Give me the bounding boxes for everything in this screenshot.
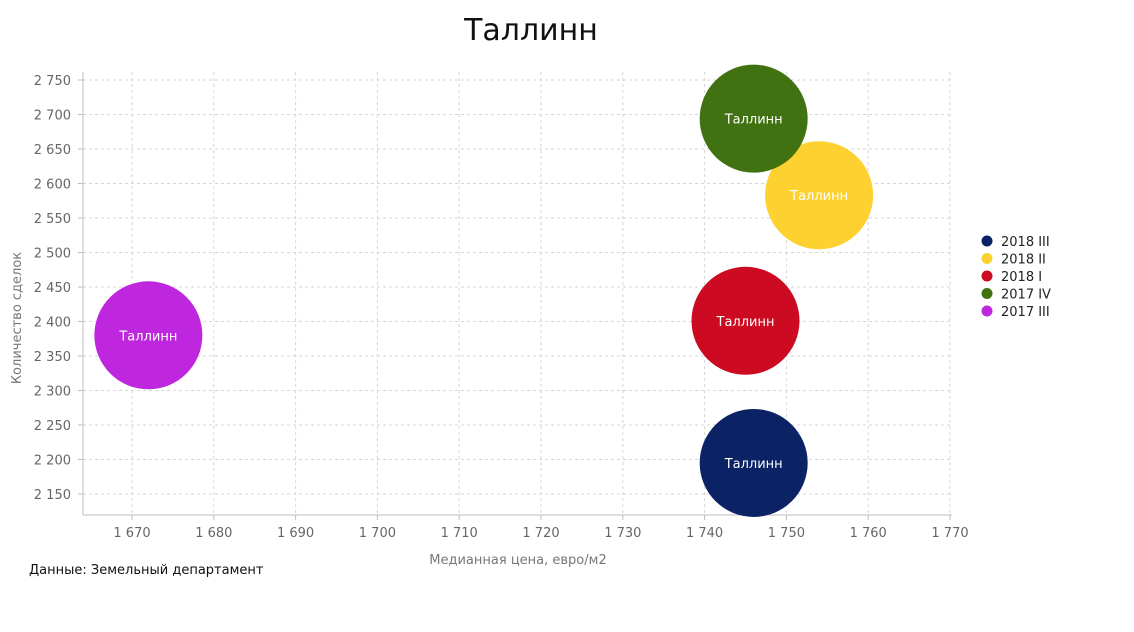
legend-item[interactable]: 2018 III: [1001, 235, 1050, 250]
x-tick-label: 1 700: [359, 526, 396, 541]
bubble[interactable]: [699, 408, 808, 517]
x-tick-label: 1 710: [441, 526, 478, 541]
y-tick-label: 2 500: [34, 247, 71, 262]
bubble[interactable]: [691, 266, 800, 375]
y-tick-label: 2 350: [34, 350, 71, 365]
x-tick-labels: 1 670 1 680 1 690 1 700 1 710 1 720 1 730 1 740…: [113, 526, 968, 541]
bubble-label: Таллинн: [724, 457, 783, 472]
grid-lines: [78, 72, 952, 520]
x-tick-label: 1 670: [113, 526, 150, 541]
x-tick-label: 1 730: [604, 526, 641, 541]
legend-item[interactable]: 2018 I: [1001, 270, 1042, 285]
bubbles: Таллинн Таллинн Таллинн Таллинн Таллинн: [94, 64, 874, 517]
legend-marker: [981, 270, 993, 282]
y-tick-label: 2 400: [34, 316, 71, 331]
y-tick-label: 2 300: [34, 385, 71, 400]
legend-marker: [981, 235, 993, 247]
y-tick-label: 2 150: [34, 488, 71, 503]
y-tick-label: 2 550: [34, 212, 71, 227]
y-tick-label: 2 200: [34, 454, 71, 469]
x-tick-label: 1 760: [850, 526, 887, 541]
source-note: Данные: Земельный департамент: [29, 563, 264, 578]
y-axis-label: Количество сделок: [10, 252, 25, 384]
y-tick-label: 2 600: [34, 178, 71, 193]
x-tick-label: 1 680: [195, 526, 232, 541]
x-tick-label: 1 770: [931, 526, 968, 541]
y-tick-label: 2 750: [34, 74, 71, 89]
legend-item[interactable]: 2018 II: [1001, 253, 1046, 268]
x-tick-label: 1 720: [522, 526, 559, 541]
bubble[interactable]: [765, 141, 874, 250]
bubble-label: Таллинн: [789, 189, 848, 204]
bubble[interactable]: [699, 64, 808, 173]
bubble-label: Таллинн: [118, 329, 177, 344]
chart-title: Таллинн: [463, 13, 598, 48]
y-tick-label: 2 450: [34, 281, 71, 296]
bubble-label: Таллинн: [716, 315, 775, 330]
x-axis-label: Медианная цена, евро/м2: [429, 553, 606, 568]
legend-marker: [981, 253, 993, 264]
y-tick-label: 2 650: [34, 143, 71, 158]
x-tick-label: 1 690: [277, 526, 314, 541]
y-tick-label: 2 700: [34, 109, 71, 124]
axes: [82, 72, 952, 516]
legend-item[interactable]: 2017 III: [1001, 305, 1050, 320]
bubble-label: Таллинн: [724, 113, 783, 128]
y-tick-labels: 2 150 2 200 2 250 2 300 2 350 2 400 2 450 2 500…: [34, 74, 71, 503]
legend-marker: [981, 288, 993, 299]
bubble[interactable]: [94, 281, 203, 390]
legend: 2018 III 2018 II 2018 I 2017 IV 2017 III: [981, 235, 1051, 320]
legend-item[interactable]: 2017 IV: [1001, 288, 1051, 303]
x-tick-label: 1 740: [686, 526, 723, 541]
legend-marker: [981, 305, 993, 317]
x-tick-label: 1 750: [768, 526, 805, 541]
y-tick-label: 2 250: [34, 419, 71, 434]
